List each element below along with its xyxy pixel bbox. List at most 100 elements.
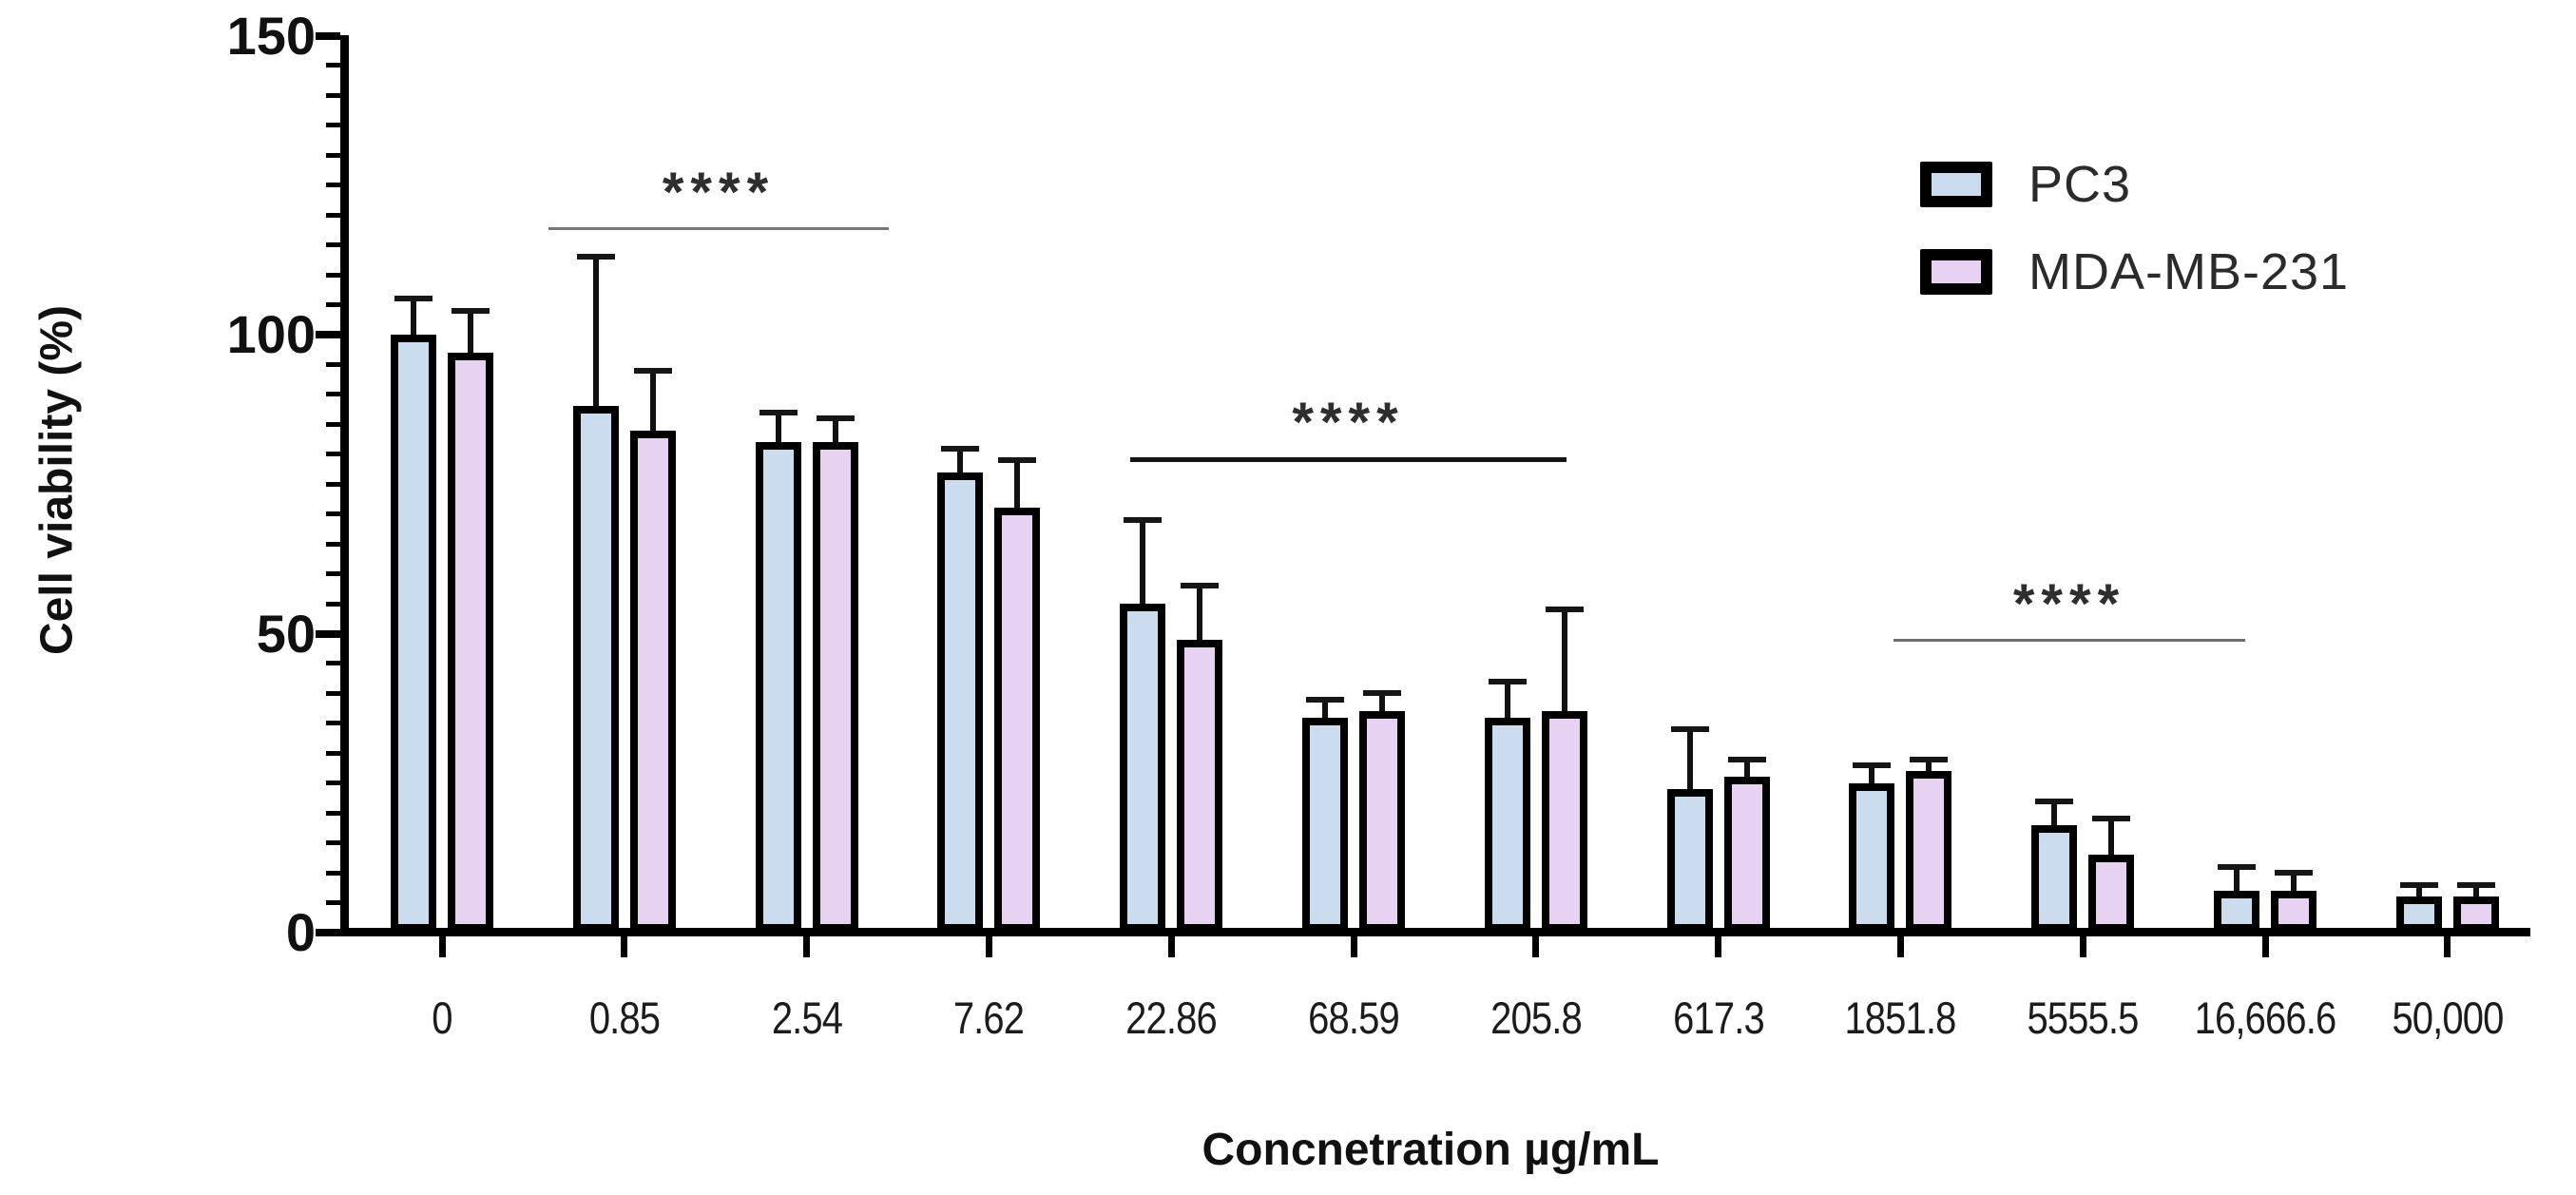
error-bar-cap — [2035, 798, 2074, 804]
error-bar-cap — [2275, 870, 2313, 877]
error-bar-whisker — [2108, 819, 2115, 869]
y-minor-tick — [326, 750, 340, 756]
bar-mda-mb-231-68.59 — [1359, 711, 1405, 932]
y-tick-label: 150 — [226, 5, 316, 66]
error-bar-cap — [1124, 516, 1163, 523]
error-bar-cap — [1306, 696, 1344, 703]
error-bar-whisker — [649, 370, 656, 444]
error-bar-cap — [941, 445, 980, 452]
error-bar-cap — [452, 307, 490, 314]
bar-pc3-1851.8 — [1849, 782, 1895, 932]
legend-row-pc3: PC3 — [1920, 148, 2349, 221]
legend-swatch-icon — [1920, 249, 1992, 295]
error-bar-whisker — [411, 299, 416, 348]
bar-mda-mb-231-50000 — [2452, 896, 2499, 932]
x-tick-label: 50,000 — [2392, 993, 2504, 1043]
error-bar-cap — [816, 415, 855, 422]
error-bar-whisker — [1140, 519, 1146, 618]
bar-pc3-205.8 — [1484, 717, 1530, 932]
y-minor-tick — [326, 690, 340, 696]
bar-mda-mb-231-0.85 — [629, 430, 676, 932]
y-minor-tick — [326, 601, 340, 607]
x-tick-label: 0 — [432, 993, 452, 1043]
error-bar-whisker — [2051, 800, 2058, 838]
bar-pc3-22.86 — [1120, 604, 1166, 932]
error-bar-whisker — [1322, 699, 1328, 731]
bar-mda-mb-231-1851.8 — [1906, 771, 1952, 932]
significance-line — [1894, 639, 2245, 642]
x-tick — [1167, 936, 1175, 957]
error-bar-whisker — [1197, 586, 1203, 653]
error-bar-cap — [1853, 761, 1892, 768]
error-bar-cap — [633, 367, 672, 374]
error-bar-cap — [1181, 583, 1220, 589]
y-minor-tick — [326, 421, 340, 427]
error-bar-cap — [998, 457, 1037, 464]
y-minor-tick — [326, 63, 340, 68]
x-tick — [1896, 936, 1904, 957]
x-tick — [803, 936, 811, 957]
y-minor-tick — [326, 272, 340, 278]
bar-pc3-7.62 — [937, 472, 984, 932]
bar-pc3-16666.6 — [2214, 890, 2259, 932]
bar-mda-mb-231-16666.6 — [2271, 890, 2316, 932]
y-major-tick — [316, 629, 340, 638]
error-bar-cap — [2456, 881, 2495, 888]
bar-mda-mb-231-5555.5 — [2088, 855, 2135, 932]
error-bar-cap — [1545, 607, 1584, 613]
y-minor-tick — [326, 242, 340, 248]
error-bar-whisker — [1561, 609, 1567, 725]
error-bar-whisker — [592, 257, 599, 420]
bar-pc3-617.3 — [1666, 789, 1713, 932]
legend: PC3 MDA-MB-231 — [1920, 148, 2349, 308]
y-minor-tick — [326, 452, 340, 457]
y-minor-tick — [326, 511, 340, 517]
x-axis-line — [340, 928, 2530, 936]
bar-pc3-2.54 — [755, 442, 801, 932]
error-bar-whisker — [832, 418, 838, 456]
error-bar-cap — [1488, 678, 1527, 684]
x-tick — [2444, 936, 2451, 957]
bar-mda-mb-231-0 — [448, 352, 493, 932]
error-bar-whisker — [1686, 729, 1693, 803]
x-tick — [2261, 936, 2269, 957]
x-tick — [1715, 936, 1722, 957]
error-bar-whisker — [1504, 681, 1510, 731]
error-bar-whisker — [1014, 460, 1021, 522]
error-bar-cap — [576, 254, 615, 260]
x-tick — [2079, 936, 2086, 957]
bar-mda-mb-231-7.62 — [994, 508, 1041, 932]
error-bar-whisker — [775, 412, 781, 456]
y-major-tick — [316, 929, 340, 936]
y-minor-tick — [326, 392, 340, 397]
bar-pc3-68.59 — [1302, 717, 1348, 932]
x-tick-label: 5555.5 — [2027, 993, 2140, 1043]
y-axis-title: Cell viability (%) — [31, 304, 83, 656]
x-tick — [985, 936, 992, 957]
error-bar-whisker — [1743, 759, 1750, 791]
bar-pc3-0 — [391, 335, 436, 932]
y-minor-tick — [326, 571, 340, 577]
x-tick-label: 22.86 — [1125, 993, 1218, 1043]
legend-swatch-icon — [1920, 162, 1992, 207]
significance-line — [1130, 457, 1567, 462]
legend-row-mda-mb-231: MDA-MB-231 — [1920, 236, 2349, 308]
x-tick-label: 617.3 — [1672, 993, 1765, 1043]
error-bar-cap — [1363, 690, 1401, 697]
significance-line — [548, 227, 889, 230]
error-bar-cap — [759, 409, 798, 415]
error-bar-cap — [394, 296, 433, 302]
x-axis-title: Concnetration µg/mL — [1201, 1125, 1660, 1175]
significance-stars: **** — [2012, 573, 2126, 635]
x-tick-label: 205.8 — [1490, 993, 1583, 1043]
error-bar-whisker — [957, 448, 964, 486]
y-minor-tick — [326, 661, 340, 666]
bar-mda-mb-231-205.8 — [1541, 711, 1587, 932]
y-minor-tick — [326, 541, 340, 547]
x-tick — [438, 936, 446, 957]
error-bar-cap — [1670, 726, 1709, 733]
legend-label: MDA-MB-231 — [2028, 243, 2350, 300]
x-tick-label: 16,666.6 — [2194, 993, 2337, 1043]
y-minor-tick — [326, 212, 340, 218]
